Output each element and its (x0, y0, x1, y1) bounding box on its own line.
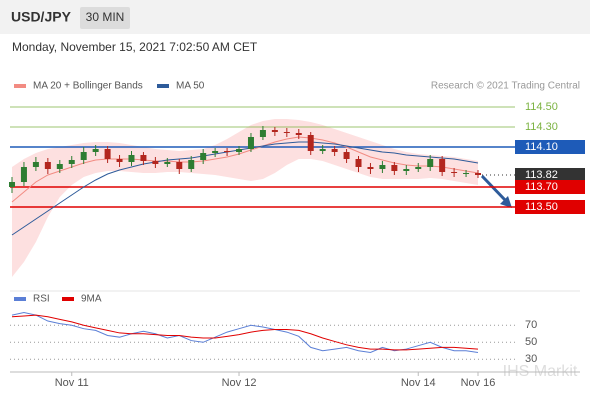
level-box (515, 168, 585, 182)
rsi-line (11, 312, 479, 353)
legend-label: 9MA (81, 294, 102, 305)
x-tick-label: Nov 12 (222, 377, 257, 389)
candle-body (283, 132, 290, 133)
candle-body (259, 130, 266, 137)
candle-body (164, 162, 171, 164)
x-tick-label: Nov 11 (55, 377, 89, 389)
candle-body (224, 151, 231, 152)
ma-line (11, 141, 479, 236)
ma-line (11, 136, 479, 203)
candle-body (56, 164, 63, 169)
legend-swatch (14, 297, 26, 301)
candle-body (92, 149, 99, 152)
candle-body (80, 152, 87, 160)
y-tick-label: 30 (525, 353, 537, 365)
candle-body (200, 153, 207, 160)
candle-body (463, 173, 470, 174)
candle-body (140, 155, 147, 161)
candle-body (212, 151, 219, 153)
candle-body (295, 133, 302, 135)
candle-body (451, 172, 458, 173)
candle-body (104, 149, 111, 159)
candle-body (403, 169, 410, 171)
level-box (515, 200, 585, 214)
candle-body (271, 130, 278, 132)
bollinger-band (12, 119, 478, 277)
candle-body (439, 159, 446, 172)
y-tick-label: 70 (525, 319, 537, 331)
candle-body (20, 167, 27, 182)
candle-body (379, 165, 386, 169)
x-tick-label: Nov 14 (401, 377, 436, 389)
level-label: 114.10 (525, 141, 558, 153)
candle-body (319, 149, 326, 151)
forecast-arrow (480, 174, 508, 203)
level-box (515, 180, 585, 194)
interval-box (80, 7, 130, 29)
legend-label: MA 20 + Bollinger Bands (33, 81, 143, 92)
candle-body (427, 159, 434, 167)
level-label: 113.50 (525, 201, 558, 213)
candle-body (116, 159, 123, 162)
candle-body (415, 167, 422, 169)
y-tick-label: 50 (525, 336, 537, 348)
candle-body (331, 149, 338, 152)
timestamp: Monday, November 15, 2021 7:02:50 AM CET (12, 40, 258, 54)
level-label: 113.70 (525, 181, 558, 193)
candle-body (176, 162, 183, 169)
candle-body (247, 137, 254, 149)
candle-body (9, 182, 15, 187)
rsi-line (11, 314, 479, 351)
legend-label: MA 50 (176, 81, 205, 92)
interval: 30 MIN (86, 10, 125, 24)
candle-body (307, 135, 314, 151)
forecast-arrow-head (500, 196, 512, 208)
candle-body (355, 159, 362, 167)
candle-body (367, 167, 374, 169)
candle-body (32, 162, 39, 167)
candle-body (343, 152, 350, 159)
level-label: 114.50 (525, 101, 558, 113)
legend-label: RSI (33, 294, 50, 305)
legend-swatch (157, 84, 169, 88)
candle-body (44, 162, 51, 169)
credit: Research © 2021 Trading Central (431, 81, 580, 92)
level-label: 113.82 (525, 169, 558, 181)
level-box (515, 140, 585, 154)
legend-swatch (14, 84, 26, 88)
level-label: 114.30 (525, 121, 558, 133)
candle-body (236, 149, 243, 152)
candle-body (475, 173, 481, 175)
candle-body (68, 160, 75, 164)
legend-swatch (62, 297, 74, 301)
symbol: USD/JPY (11, 9, 72, 25)
x-tick-label: Nov 16 (461, 377, 496, 389)
candle-body (391, 165, 398, 171)
candle-body (128, 155, 135, 162)
candle-body (188, 160, 195, 169)
candle-body (152, 161, 159, 164)
